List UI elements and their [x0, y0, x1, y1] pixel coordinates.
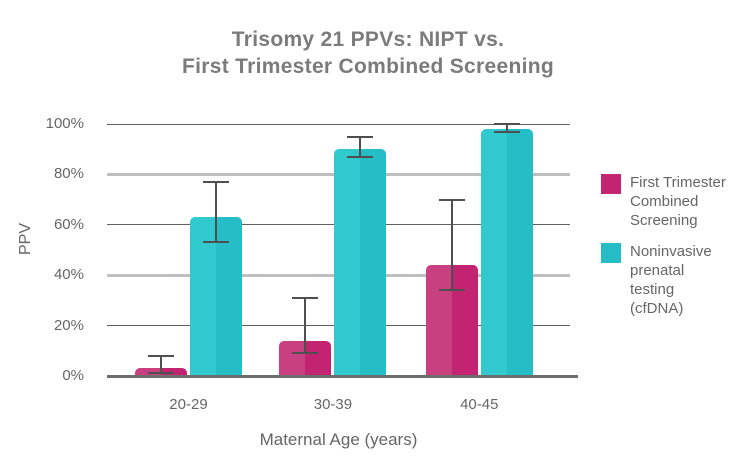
error-cap-high-fcs-20-29: [147, 354, 174, 357]
y-tick-label-0: 0%: [62, 367, 84, 384]
error-bar-nipt-30-39: [359, 136, 362, 157]
plot-area: [107, 123, 570, 377]
legend-item-nipt: Noninvasive prenatal testing (cfDNA): [601, 243, 731, 318]
legend-swatch-nipt: [601, 243, 621, 263]
error-bar-fcs-30-39: [304, 297, 307, 354]
bar-nipt-40-45: [480, 129, 533, 376]
error-cap-high-nipt-20-29: [202, 180, 229, 183]
legend-label-fcs: First Trimester Combined Screening: [630, 174, 726, 229]
y-tick-label-20: 20%: [53, 316, 84, 334]
error-cap-low-nipt-20-29: [202, 241, 229, 244]
legend-swatch-fcs: [601, 174, 621, 194]
error-cap-low-fcs-40-45: [438, 289, 465, 292]
legend: First Trimester Combined Screening Nonin…: [601, 174, 731, 331]
x-tick-label-20-29: 20-29: [169, 396, 208, 413]
x-tick-label-40-45: 40-45: [460, 396, 499, 413]
legend-label-nipt: Noninvasive prenatal testing (cfDNA): [630, 243, 712, 317]
error-bar-nipt-40-45: [505, 124, 508, 132]
error-bar-fcs-20-29: [159, 355, 162, 374]
bar-nipt-30-39: [334, 149, 387, 376]
gridline-100: [107, 123, 570, 125]
error-bar-fcs-40-45: [450, 199, 453, 291]
x-tick-label-30-39: 30-39: [313, 396, 353, 413]
legend-item-fcs: First Trimester Combined Screening: [601, 174, 731, 230]
error-cap-low-fcs-30-39: [292, 352, 319, 355]
x-axis-title: Maternal Age (years): [259, 430, 418, 449]
chart-title: Trisomy 21 PPVs: NIPT vs. First Trimeste…: [0, 26, 736, 80]
y-tick-label-100: 100%: [45, 115, 84, 132]
error-cap-high-fcs-30-39: [292, 296, 319, 299]
x-axis-baseline: [107, 374, 578, 378]
bar-nipt-20-29: [189, 217, 242, 376]
y-tick-label-80: 80%: [53, 165, 84, 183]
error-cap-high-nipt-40-45: [493, 123, 520, 125]
error-cap-low-nipt-40-45: [493, 130, 520, 133]
error-bar-nipt-20-29: [214, 181, 217, 243]
chart-title-line1: Trisomy 21 PPVs: NIPT vs.: [231, 28, 505, 51]
chart-title-line2: First Trimester Combined Screening: [182, 55, 554, 78]
y-tick-label-60: 60%: [53, 215, 84, 233]
y-tick-label-40: 40%: [53, 266, 84, 284]
error-cap-high-fcs-40-45: [438, 198, 465, 201]
error-cap-low-fcs-20-29: [147, 372, 174, 375]
error-cap-low-nipt-30-39: [347, 155, 374, 158]
error-cap-high-nipt-30-39: [347, 135, 374, 138]
